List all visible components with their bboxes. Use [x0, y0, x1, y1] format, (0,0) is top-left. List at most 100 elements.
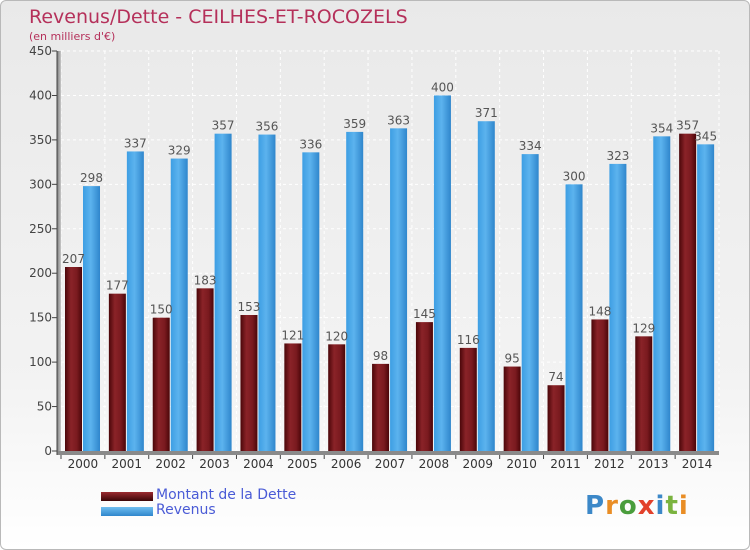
axis-floor [57, 451, 719, 455]
chart-title: Revenus/Dette - CEILHES-ET-ROCOZELS [29, 6, 408, 28]
x-tick-label: 2012 [594, 457, 625, 471]
y-tick-label: 200 [29, 266, 52, 280]
data-label-revenus: 337 [124, 136, 147, 150]
data-label-revenus: 329 [168, 144, 191, 158]
bar-dette [547, 385, 565, 451]
data-label-revenus: 357 [212, 119, 235, 133]
y-tick-label: 400 [29, 88, 52, 102]
y-tick-label: 50 [37, 400, 52, 414]
x-tick-label: 2002 [155, 457, 186, 471]
data-label-dette: 207 [62, 252, 85, 266]
data-label-dette: 357 [676, 119, 699, 133]
data-label-revenus: 298 [80, 171, 103, 185]
bar-revenus [346, 131, 364, 451]
data-label-revenus: 323 [606, 149, 629, 163]
bar-dette [152, 317, 170, 451]
x-tick-label: 2010 [506, 457, 537, 471]
x-tick-label: 2009 [462, 457, 493, 471]
logo-letter: t [665, 491, 679, 521]
x-tick-label: 2001 [112, 457, 143, 471]
data-label-revenus: 300 [563, 169, 586, 183]
proxiti-logo: Proxiti [585, 491, 689, 521]
bar-revenus [390, 128, 408, 451]
y-tick-label: 350 [29, 133, 52, 147]
legend-label-revenus: Revenus [156, 502, 216, 518]
data-label-revenus: 356 [256, 120, 279, 134]
data-label-dette: 145 [413, 307, 436, 321]
data-label-dette: 148 [588, 304, 611, 318]
logo-letter: i [678, 491, 689, 521]
legend-label-dette: Montant de la Dette [156, 487, 297, 503]
x-tick-label: 2014 [682, 457, 713, 471]
x-tick-label: 2005 [287, 457, 318, 471]
data-label-revenus: 371 [475, 106, 498, 120]
bar-revenus [214, 133, 232, 451]
data-label-dette: 183 [194, 273, 217, 287]
bar-revenus [653, 136, 671, 452]
bar-dette [284, 343, 302, 451]
data-label-revenus: 359 [343, 117, 366, 131]
chart-subtitle: (en milliers d'€) [29, 30, 116, 43]
bar-dette [372, 363, 390, 451]
bar-dette [65, 267, 82, 451]
data-label-dette: 120 [325, 329, 348, 343]
x-tick-label: 2011 [550, 457, 581, 471]
data-label-dette: 129 [632, 321, 655, 335]
data-label-dette: 74 [548, 370, 563, 384]
bar-revenus [521, 154, 539, 451]
bar-dette [196, 288, 214, 451]
y-tick-label: 300 [29, 177, 52, 191]
x-tick-label: 2003 [199, 457, 230, 471]
data-label-dette: 150 [150, 303, 173, 317]
data-label-revenus: 336 [299, 137, 322, 151]
y-tick-label: 250 [29, 222, 52, 236]
axis-wall [57, 51, 61, 455]
bar-revenus [170, 158, 188, 452]
bar-revenus [565, 184, 583, 452]
data-label-dette: 95 [505, 352, 520, 366]
data-label-revenus: 400 [431, 80, 454, 94]
bar-dette [415, 322, 433, 451]
x-tick-label: 2006 [331, 457, 362, 471]
data-label-dette: 98 [373, 349, 388, 363]
y-tick-label: 0 [44, 444, 52, 458]
logo-letter: r [605, 491, 619, 521]
logo-letter: i [655, 491, 666, 521]
bar-dette [108, 293, 126, 451]
x-tick-label: 2008 [419, 457, 450, 471]
data-label-revenus: 334 [519, 139, 542, 153]
y-tick-label: 450 [29, 44, 52, 58]
y-tick-label: 100 [29, 355, 52, 369]
logo-letter: x [637, 491, 656, 521]
bar-revenus [477, 121, 495, 451]
bar-dette [503, 366, 521, 451]
x-tick-label: 2007 [375, 457, 406, 471]
bar-dette [679, 133, 697, 451]
logo-letter: P [585, 491, 606, 521]
data-label-dette: 116 [457, 333, 480, 347]
x-tick-label: 2013 [638, 457, 669, 471]
bar-dette [328, 344, 346, 451]
data-label-dette: 121 [281, 328, 304, 342]
x-tick-label: 2000 [68, 457, 99, 471]
bar-revenus [697, 144, 715, 452]
legend-swatch-dette [101, 492, 153, 501]
bar-revenus [609, 163, 627, 451]
x-tick-label: 2004 [243, 457, 274, 471]
bar-dette [635, 336, 653, 451]
bar-dette [240, 315, 258, 451]
logo-letter: o [618, 491, 638, 521]
data-label-revenus: 363 [387, 113, 410, 127]
y-tick-label: 150 [29, 311, 52, 325]
data-label-dette: 153 [238, 300, 261, 314]
bar-revenus [258, 134, 276, 452]
data-label-dette: 177 [106, 279, 129, 293]
bar-revenus [433, 95, 451, 451]
bar-dette [459, 347, 477, 451]
data-label-revenus: 354 [650, 121, 673, 135]
data-label-revenus: 345 [694, 129, 717, 143]
bar-dette [591, 319, 609, 451]
bar-revenus [126, 151, 144, 451]
